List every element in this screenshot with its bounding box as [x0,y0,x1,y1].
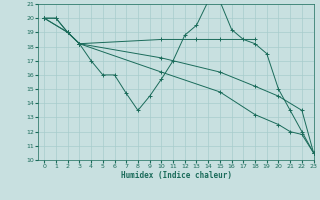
X-axis label: Humidex (Indice chaleur): Humidex (Indice chaleur) [121,171,231,180]
